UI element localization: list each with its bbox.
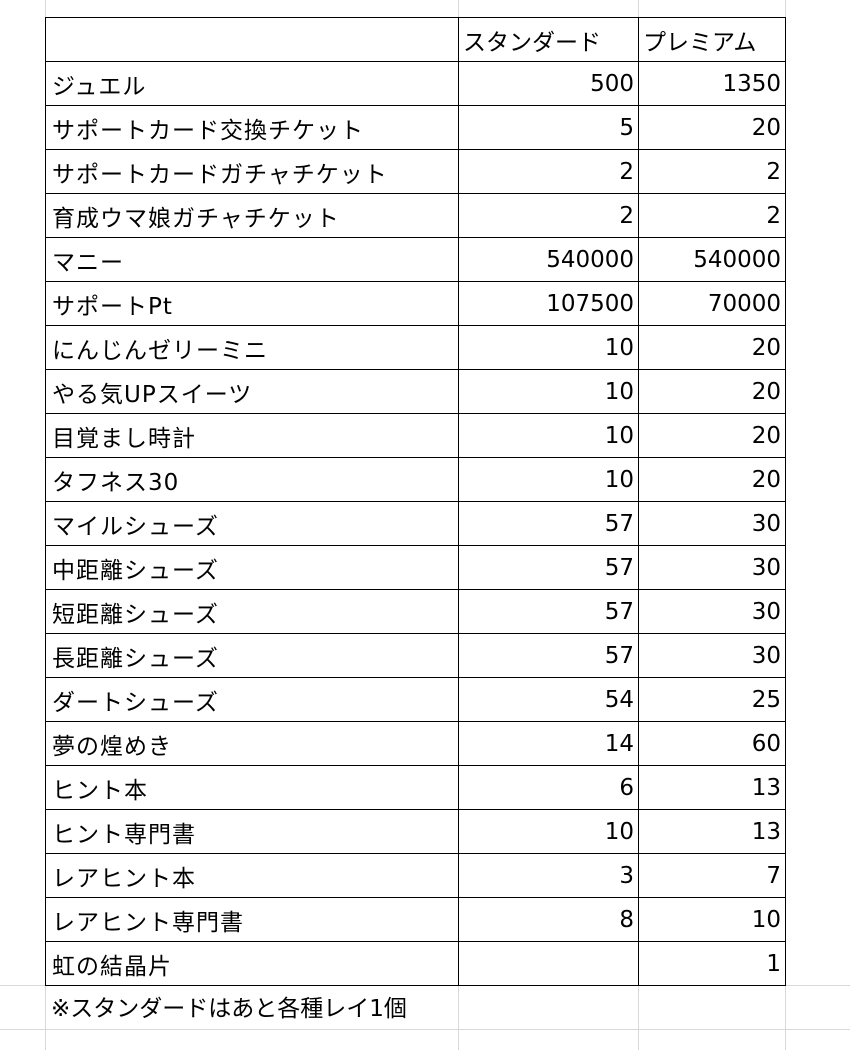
standard-cell[interactable]: 57 [458, 633, 639, 678]
table-row: やる気UPスイーツ 10 20 [45, 369, 786, 414]
standard-cell[interactable]: 10 [458, 809, 639, 854]
item-cell[interactable]: サポートPt [45, 281, 459, 326]
table-row: 目覚まし時計 10 20 [45, 413, 786, 458]
header-cell[interactable] [45, 17, 459, 62]
item-cell[interactable]: 目覚まし時計 [45, 413, 459, 458]
table-row: 短距離シューズ 57 30 [45, 589, 786, 634]
table-row: 中距離シューズ 57 30 [45, 545, 786, 590]
item-cell[interactable]: タフネス30 [45, 457, 459, 502]
item-cell[interactable]: 虹の結晶片 [45, 941, 459, 986]
standard-cell[interactable]: 57 [458, 589, 639, 634]
premium-cell[interactable]: 10 [638, 897, 786, 942]
premium-cell[interactable]: 30 [638, 633, 786, 678]
table-row: 夢の煌めき 14 60 [45, 721, 786, 766]
table-row: にんじんゼリーミニ 10 20 [45, 325, 786, 370]
standard-cell[interactable]: 500 [458, 61, 639, 106]
item-cell[interactable]: マイルシューズ [45, 501, 459, 546]
standard-cell[interactable]: 14 [458, 721, 639, 766]
standard-cell[interactable]: 10 [458, 457, 639, 502]
table-row: サポートカードガチャチケット 2 2 [45, 149, 786, 194]
item-cell[interactable]: ダートシューズ [45, 677, 459, 722]
item-cell[interactable]: 夢の煌めき [45, 721, 459, 766]
table-row: レアヒント専門書 8 10 [45, 897, 786, 942]
item-cell[interactable]: 長距離シューズ [45, 633, 459, 678]
standard-cell[interactable] [458, 941, 639, 986]
table-row: ヒント専門書 10 13 [45, 809, 786, 854]
premium-cell[interactable]: 13 [638, 809, 786, 854]
premium-cell[interactable]: 1 [638, 941, 786, 986]
premium-cell[interactable]: 25 [638, 677, 786, 722]
standard-cell[interactable]: 10 [458, 369, 639, 414]
table-row: 育成ウマ娘ガチャチケット 2 2 [45, 193, 786, 238]
standard-cell[interactable]: 5 [458, 105, 639, 150]
premium-cell[interactable]: 20 [638, 105, 786, 150]
table-row: 虹の結晶片 1 [45, 941, 786, 986]
standard-cell[interactable]: 6 [458, 765, 639, 810]
header-standard[interactable]: スタンダード [458, 17, 639, 62]
table-row: ジュエル 500 1350 [45, 61, 786, 106]
premium-cell[interactable]: 540000 [638, 237, 786, 282]
premium-cell[interactable]: 20 [638, 369, 786, 414]
standard-cell[interactable]: 10 [458, 325, 639, 370]
standard-cell[interactable]: 54 [458, 677, 639, 722]
item-cell[interactable]: サポートカードガチャチケット [45, 149, 459, 194]
premium-cell[interactable]: 20 [638, 325, 786, 370]
standard-cell[interactable]: 8 [458, 897, 639, 942]
standard-cell[interactable]: 3 [458, 853, 639, 898]
premium-cell[interactable]: 1350 [638, 61, 786, 106]
item-cell[interactable]: レアヒント本 [45, 853, 459, 898]
standard-cell[interactable]: 107500 [458, 281, 639, 326]
item-cell[interactable]: ジュエル [45, 61, 459, 106]
table-row: タフネス30 10 20 [45, 457, 786, 502]
premium-cell[interactable]: 7 [638, 853, 786, 898]
table-row: ヒント本 6 13 [45, 765, 786, 810]
standard-cell[interactable]: 10 [458, 413, 639, 458]
premium-cell[interactable]: 20 [638, 413, 786, 458]
standard-cell[interactable]: 540000 [458, 237, 639, 282]
item-cell[interactable]: レアヒント専門書 [45, 897, 459, 942]
spreadsheet-table: スタンダード プレミアム ジュエル 500 1350 サポートカード交換チケット 5 20… [45, 17, 786, 986]
header-premium[interactable]: プレミアム [638, 17, 786, 62]
standard-cell[interactable]: 2 [458, 149, 639, 194]
standard-cell[interactable]: 57 [458, 545, 639, 590]
premium-cell[interactable]: 30 [638, 501, 786, 546]
standard-cell[interactable]: 57 [458, 501, 639, 546]
premium-cell[interactable]: 2 [638, 149, 786, 194]
header-row: スタンダード プレミアム [45, 17, 786, 62]
note-cell[interactable]: ※スタンダードはあと各種レイ1個 [51, 996, 407, 1022]
table-row: 長距離シューズ 57 30 [45, 633, 786, 678]
premium-cell[interactable]: 30 [638, 545, 786, 590]
premium-cell[interactable]: 60 [638, 721, 786, 766]
premium-cell[interactable]: 70000 [638, 281, 786, 326]
premium-cell[interactable]: 30 [638, 589, 786, 634]
premium-cell[interactable]: 13 [638, 765, 786, 810]
table-row: マニー 540000 540000 [45, 237, 786, 282]
item-cell[interactable]: 育成ウマ娘ガチャチケット [45, 193, 459, 238]
gridline [0, 1029, 850, 1030]
item-cell[interactable]: ヒント本 [45, 765, 459, 810]
table-row: サポートカード交換チケット 5 20 [45, 105, 786, 150]
item-cell[interactable]: マニー [45, 237, 459, 282]
item-cell[interactable]: やる気UPスイーツ [45, 369, 459, 414]
item-cell[interactable]: にんじんゼリーミニ [45, 325, 459, 370]
standard-cell[interactable]: 2 [458, 193, 639, 238]
premium-cell[interactable]: 20 [638, 457, 786, 502]
item-cell[interactable]: サポートカード交換チケット [45, 105, 459, 150]
item-cell[interactable]: 短距離シューズ [45, 589, 459, 634]
table-row: サポートPt 107500 70000 [45, 281, 786, 326]
table-row: ダートシューズ 54 25 [45, 677, 786, 722]
item-cell[interactable]: ヒント専門書 [45, 809, 459, 854]
item-cell[interactable]: 中距離シューズ [45, 545, 459, 590]
premium-cell[interactable]: 2 [638, 193, 786, 238]
table-row: レアヒント本 3 7 [45, 853, 786, 898]
table-row: マイルシューズ 57 30 [45, 501, 786, 546]
